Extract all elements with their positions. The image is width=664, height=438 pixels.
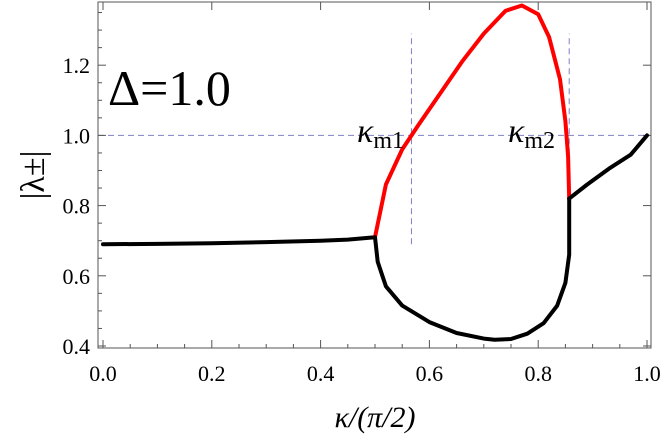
- series-line-3: [373, 196, 572, 342]
- y-axis-label: |λ±|: [15, 151, 52, 200]
- x-tick-label: 0.0: [89, 361, 117, 386]
- axis-ticks: 0.0 0.2 0.4 0.6 0.8 1.0 0.4 0.6 0.8 1.0 1.2: [63, 2, 661, 386]
- y-tick-label: 1.0: [63, 123, 91, 148]
- y-tick-label: 0.4: [63, 334, 91, 359]
- km1-subscript: m1: [373, 128, 404, 154]
- x-tick-label: 0.6: [416, 361, 444, 386]
- km1-symbol: κ: [357, 113, 374, 150]
- km1-label: κm1: [357, 113, 404, 154]
- series-line-4: [567, 133, 649, 201]
- km2-subscript: m2: [524, 128, 555, 154]
- x-tick-label: 0.8: [524, 361, 552, 386]
- series-layer: [101, 3, 649, 342]
- y-tick-label: 0.6: [63, 264, 91, 289]
- delta-annotation: Δ=1.0: [108, 60, 231, 116]
- y-tick-label: 0.8: [63, 194, 91, 219]
- x-tick-label: 0.2: [198, 361, 226, 386]
- series-line-1: [101, 235, 377, 247]
- series-line-2: [373, 3, 572, 240]
- km2-label: κm2: [508, 113, 555, 154]
- x-axis-label: κ/(π/2): [334, 401, 415, 434]
- y-tick-label: 1.2: [63, 53, 91, 78]
- x-tick-label: 1.0: [633, 361, 661, 386]
- x-tick-label: 0.4: [307, 361, 335, 386]
- km2-symbol: κ: [508, 113, 525, 150]
